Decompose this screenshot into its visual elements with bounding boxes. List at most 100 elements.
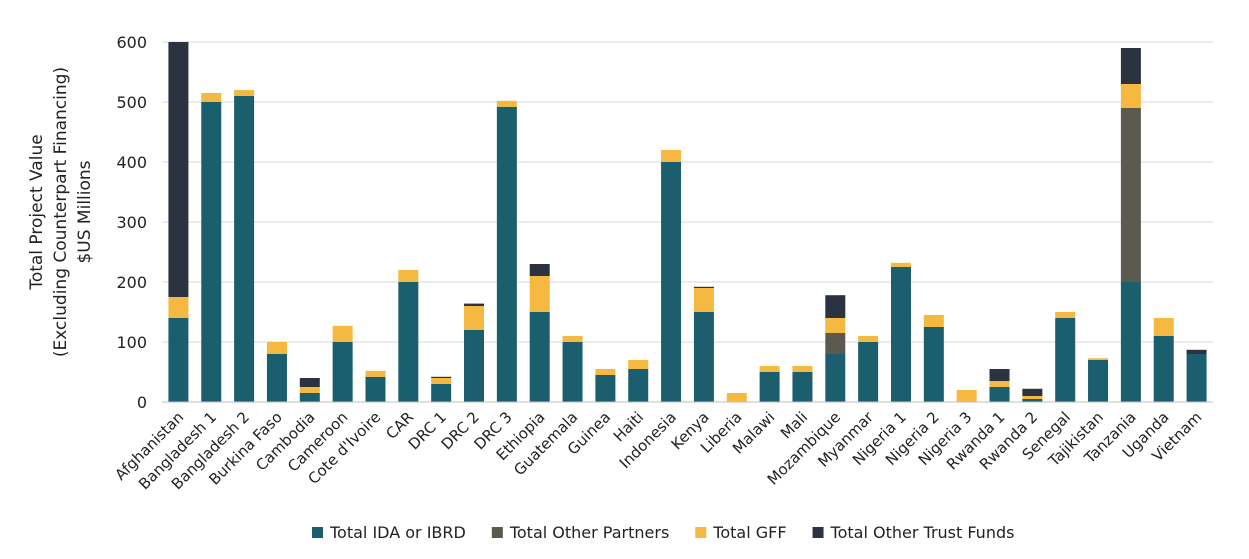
bar-segment (464, 306, 485, 330)
bar-segment (168, 42, 189, 297)
legend-item: Total Other Trust Funds (812, 523, 1015, 542)
bar-segment (201, 102, 222, 402)
bar-segment (365, 370, 386, 377)
bar-segment (1088, 360, 1109, 402)
legend: Total IDA or IBRD Total Other Partners Tot… (312, 523, 1014, 542)
bar-segment (989, 387, 1010, 402)
bar-segment (858, 336, 879, 342)
bar-segment (825, 354, 846, 402)
bar-segment (825, 333, 846, 354)
bar-segment (562, 336, 583, 342)
legend-label: Total GFF (712, 523, 786, 542)
y-axis-label-line: Total Project Value (27, 134, 47, 290)
bar-segment (1153, 336, 1174, 402)
bar-segment (595, 369, 616, 375)
bar-segment (661, 150, 682, 162)
bar-segment (529, 264, 550, 276)
bar-segment (1186, 354, 1207, 402)
bar-segment (398, 282, 419, 402)
bar-segment (923, 327, 944, 402)
bar-segment (923, 315, 944, 327)
bar-segment (168, 297, 189, 318)
bar-segment (890, 267, 911, 402)
y-axis-label: Total Project Value (Excluding Counterpar… (27, 67, 95, 357)
legend-swatch (312, 527, 323, 538)
bar-segment (1120, 84, 1141, 108)
y-tick-label: 600 (116, 33, 147, 52)
bar-segment (1022, 396, 1043, 399)
bar-segment (693, 286, 714, 288)
bar-segment (201, 93, 222, 102)
bar-segment (1153, 318, 1174, 336)
bar-segment (792, 366, 813, 372)
bar-segment (266, 354, 287, 402)
y-tick-label: 300 (116, 213, 147, 232)
bar-segment (332, 342, 353, 402)
bar-segment (628, 360, 649, 369)
y-axis-ticks: 0 100 200 300 400 500 600 (116, 33, 147, 412)
bar-segment (1055, 312, 1076, 318)
legend-label: Total Other Trust Funds (830, 523, 1015, 542)
bar-segment (431, 376, 452, 378)
bar-segment (858, 342, 879, 402)
bar-segment (431, 378, 452, 384)
bar-segment (1186, 349, 1207, 354)
bar-segment (693, 312, 714, 402)
bar-segment (562, 342, 583, 402)
bar-segment (825, 295, 846, 318)
bar-segment (595, 375, 616, 402)
bar-segment (365, 376, 386, 402)
bar-segment (529, 312, 550, 402)
bar-segment (956, 390, 977, 402)
bar-segment (628, 369, 649, 402)
legend-label: Total IDA or IBRD (329, 523, 466, 542)
y-tick-label: 100 (116, 333, 147, 352)
bar-segment (759, 372, 780, 402)
bar-segment (464, 330, 485, 402)
bar-segment (496, 106, 517, 403)
bar-segment (1120, 48, 1141, 84)
bar-segment (1120, 282, 1141, 402)
legend-swatch (695, 527, 707, 538)
y-tick-label: 500 (116, 93, 147, 112)
bar-segment (168, 318, 189, 402)
bar-segment (759, 366, 780, 372)
y-axis-label-line: (Excluding Counterpart Financing) (51, 67, 71, 357)
legend-item: Total Other Partners (491, 523, 669, 542)
bar-segment (890, 262, 911, 267)
bars (168, 42, 1207, 403)
bar-segment (726, 393, 747, 402)
bar-segment (825, 318, 846, 333)
bar-segment (529, 276, 550, 312)
bar-segment (332, 325, 353, 342)
bar-segment (464, 303, 485, 306)
y-tick-label: 200 (116, 273, 147, 292)
bar-segment (398, 270, 419, 282)
bar-segment (792, 372, 813, 402)
legend-label: Total Other Partners (509, 523, 669, 542)
bar-segment (989, 381, 1010, 387)
bar-segment (299, 393, 320, 402)
bar-segment (1088, 358, 1109, 360)
bar-segment (496, 100, 517, 107)
bar-segment (661, 162, 682, 402)
y-tick-label: 0 (137, 393, 147, 412)
bar-segment (234, 90, 255, 96)
bar-segment (1022, 388, 1043, 396)
bar-segment (299, 387, 320, 393)
gridlines (162, 41, 1213, 343)
legend-swatch (812, 527, 824, 538)
bar-segment (1022, 399, 1043, 402)
bar-segment (234, 96, 255, 402)
bar-segment (299, 378, 320, 387)
y-axis-label-line: $US Millions (75, 160, 95, 263)
legend-swatch (491, 527, 503, 538)
bar-segment (431, 384, 452, 402)
y-tick-label: 400 (116, 153, 147, 172)
bar-segment (693, 288, 714, 312)
legend-item: Total GFF (695, 523, 787, 542)
bar-segment (1120, 108, 1141, 282)
bar-segment (989, 369, 1010, 381)
